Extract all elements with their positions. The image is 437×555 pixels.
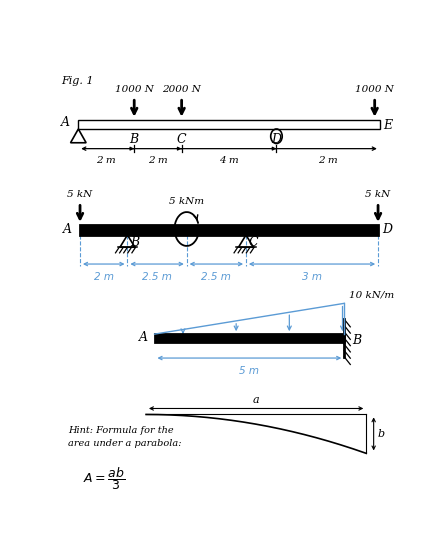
Text: Fig. 1: Fig. 1 — [61, 76, 94, 86]
Text: 1000 N: 1000 N — [115, 85, 154, 94]
Text: 4 m: 4 m — [219, 157, 239, 165]
Text: A: A — [62, 223, 72, 236]
Text: 2.5 m: 2.5 m — [201, 272, 231, 282]
Text: B: B — [130, 133, 139, 147]
Text: 5 kN: 5 kN — [67, 190, 93, 199]
Text: b: b — [377, 429, 384, 439]
Text: 2 m: 2 m — [94, 272, 114, 282]
Text: D: D — [271, 133, 281, 147]
Text: 5 kN: 5 kN — [365, 190, 391, 199]
Text: 1000 N: 1000 N — [355, 85, 394, 94]
Text: 5 m: 5 m — [239, 366, 260, 376]
Text: C: C — [177, 133, 187, 147]
Bar — [78, 119, 380, 129]
Text: A: A — [139, 331, 148, 345]
Text: 10 kN/m: 10 kN/m — [349, 291, 395, 300]
Text: D: D — [382, 223, 392, 236]
Text: 2 m: 2 m — [318, 157, 338, 165]
Text: Hint: Formula for the
area under a parabola:: Hint: Formula for the area under a parab… — [68, 426, 182, 448]
Text: a: a — [253, 396, 260, 406]
Text: B: B — [130, 236, 139, 249]
Text: C: C — [249, 236, 258, 249]
Text: $A = \dfrac{ab}{3}$: $A = \dfrac{ab}{3}$ — [83, 465, 125, 492]
Text: 2 m: 2 m — [97, 157, 116, 165]
Text: 3 m: 3 m — [302, 272, 322, 282]
Text: 5 kNm: 5 kNm — [169, 197, 204, 206]
Text: A: A — [61, 115, 70, 129]
Text: 2 m: 2 m — [148, 157, 168, 165]
Text: E: E — [383, 119, 392, 132]
Bar — [155, 334, 344, 342]
Text: 2.5 m: 2.5 m — [142, 272, 172, 282]
Bar — [80, 225, 378, 235]
Text: 2000 N: 2000 N — [162, 85, 201, 94]
Text: B: B — [353, 334, 362, 347]
